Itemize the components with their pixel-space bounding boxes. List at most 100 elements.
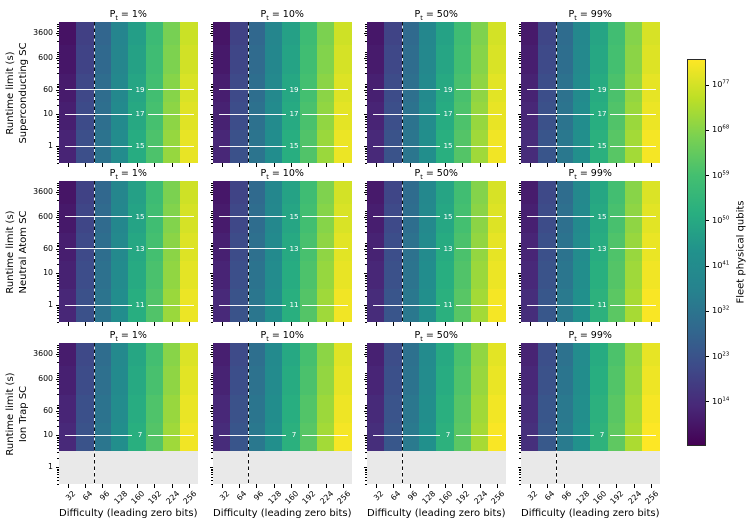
y-minor-tick bbox=[210, 153, 213, 154]
heatmap-cell bbox=[418, 204, 437, 233]
x-tick-label: 128 bbox=[266, 489, 283, 506]
x-tick bbox=[221, 163, 223, 167]
heatmap-cell bbox=[642, 181, 660, 205]
y-minor-tick bbox=[364, 346, 367, 348]
y-tick bbox=[209, 248, 213, 250]
heatmap-cell bbox=[230, 101, 249, 131]
heatmap-cell bbox=[299, 101, 318, 131]
heatmap-cell bbox=[384, 22, 403, 46]
colorbar-tick bbox=[706, 84, 709, 86]
y-minor-tick bbox=[364, 214, 367, 216]
heatmap-cell bbox=[299, 394, 318, 424]
heatmap-cell bbox=[642, 260, 660, 290]
y-minor-tick bbox=[518, 278, 521, 280]
heatmap-cell bbox=[230, 394, 249, 424]
y-minor-tick bbox=[210, 52, 213, 53]
y-tick bbox=[209, 273, 213, 275]
heatmap-cell bbox=[247, 260, 266, 290]
heatmap-cell bbox=[162, 45, 181, 74]
y-tick bbox=[55, 353, 59, 355]
y-minor-tick bbox=[518, 420, 521, 421]
x-tick bbox=[633, 163, 635, 167]
y-minor-tick bbox=[56, 53, 59, 55]
code-distance-line-left bbox=[373, 113, 441, 115]
y-minor-tick bbox=[210, 67, 213, 69]
y-minor-tick bbox=[56, 373, 59, 374]
y-minor-tick bbox=[364, 420, 367, 421]
y-minor-tick bbox=[518, 406, 521, 408]
y-minor-tick bbox=[56, 457, 59, 459]
y-tick-label: 60 bbox=[43, 405, 53, 415]
heatmap-cell bbox=[521, 101, 539, 131]
y-minor-tick bbox=[364, 356, 367, 358]
heatmap-cell bbox=[607, 73, 626, 103]
code-distance-line-left bbox=[65, 434, 133, 436]
y-minor-tick bbox=[56, 119, 59, 121]
y-minor-tick bbox=[518, 219, 521, 221]
x-tick bbox=[102, 163, 104, 167]
x-tick bbox=[273, 163, 275, 167]
code-distance-line-left bbox=[65, 113, 133, 115]
heatmap-cell bbox=[230, 204, 249, 233]
y-minor-tick bbox=[518, 121, 521, 123]
code-distance-label: 17 bbox=[443, 109, 453, 119]
x-tick bbox=[290, 322, 292, 326]
y-minor-tick bbox=[210, 306, 213, 308]
x-tick-label: 64 bbox=[234, 489, 249, 503]
y-minor-tick bbox=[210, 53, 213, 55]
code-distance-line-left bbox=[219, 247, 287, 250]
y-minor-tick bbox=[518, 35, 521, 37]
heatmap-cell bbox=[128, 101, 146, 131]
heatmap-cell bbox=[384, 181, 403, 205]
heatmap-cell bbox=[334, 232, 352, 262]
x-tick bbox=[238, 322, 240, 326]
y-minor-tick bbox=[364, 438, 367, 440]
x-tick-label: 256 bbox=[335, 489, 353, 506]
y-minor-tick bbox=[518, 346, 521, 348]
y-minor-tick bbox=[518, 194, 521, 196]
heatmap-cell bbox=[59, 204, 77, 233]
y-minor-tick bbox=[364, 126, 367, 128]
y-minor-tick bbox=[364, 295, 367, 297]
x-tick bbox=[392, 163, 394, 167]
y-minor-tick bbox=[56, 92, 59, 93]
y-minor-tick bbox=[210, 457, 213, 459]
heatmap-cell bbox=[180, 394, 198, 424]
heatmap-cell bbox=[299, 366, 318, 395]
heatmap-cell bbox=[213, 204, 231, 233]
heatmap-cell bbox=[299, 73, 318, 103]
heatmap-cell bbox=[180, 343, 198, 367]
code-distance-line-right bbox=[610, 304, 657, 306]
y-tick-label: 600 bbox=[38, 373, 53, 383]
code-distance-label: 7 bbox=[137, 430, 143, 440]
heatmap-cell bbox=[110, 22, 129, 46]
code-distance-label: 15 bbox=[443, 211, 453, 221]
y-minor-tick bbox=[56, 115, 59, 117]
y-minor-tick bbox=[364, 242, 367, 244]
current-difficulty-line bbox=[247, 343, 249, 484]
heatmap-cell bbox=[145, 73, 164, 103]
x-tick-label: 160 bbox=[437, 489, 455, 506]
y-minor-tick bbox=[56, 413, 59, 414]
y-minor-tick bbox=[364, 162, 367, 164]
heatmap-cell bbox=[453, 45, 472, 74]
heatmap-cell bbox=[436, 204, 454, 233]
heatmap-cell bbox=[453, 260, 472, 290]
heatmap-cell bbox=[162, 394, 181, 424]
code-distance-line-left bbox=[65, 88, 133, 91]
code-distance-line-right bbox=[610, 88, 657, 91]
heatmap-cell bbox=[572, 232, 591, 262]
y-minor-tick bbox=[518, 53, 521, 55]
heatmap-cell bbox=[607, 181, 626, 205]
x-tick-label: 32 bbox=[371, 489, 386, 503]
heatmap-cell bbox=[607, 232, 626, 262]
y-minor-tick bbox=[364, 404, 367, 406]
code-distance-label: 13 bbox=[597, 243, 607, 253]
x-tick bbox=[84, 163, 86, 167]
heatmap-cell bbox=[572, 181, 591, 205]
code-distance-line-right bbox=[148, 145, 195, 147]
heatmap-cell bbox=[213, 232, 231, 262]
y-minor-tick bbox=[210, 447, 213, 449]
y-minor-tick bbox=[56, 420, 59, 421]
y-minor-tick bbox=[364, 123, 367, 125]
